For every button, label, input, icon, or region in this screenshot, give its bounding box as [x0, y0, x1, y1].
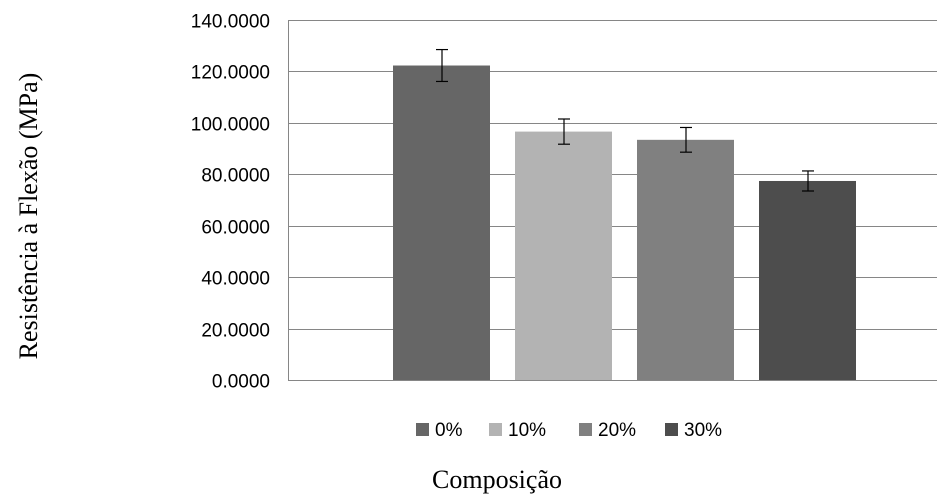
y-tick-label: 40.0000	[201, 269, 270, 290]
error-bar	[436, 48, 448, 83]
bar-30pct	[759, 180, 856, 380]
y-tick-label: 100.0000	[191, 115, 270, 136]
y-tick-label: 80.0000	[201, 166, 270, 187]
legend-swatch	[579, 423, 592, 436]
bar-0pct	[393, 65, 490, 380]
legend-item: 0%	[416, 420, 463, 441]
y-tick-label: 0.0000	[212, 372, 270, 393]
legend-swatch	[665, 423, 678, 436]
bar-10pct	[515, 131, 612, 380]
error-bar	[680, 126, 692, 153]
y-tick-label: 60.0000	[201, 218, 270, 239]
legend-swatch	[489, 423, 502, 436]
bars	[393, 65, 856, 380]
y-axis-tick-labels: 0.0000 20.0000 40.0000 60.0000 80.0000 100.00…	[191, 12, 270, 393]
legend-label: 30%	[684, 420, 722, 441]
legend-item: 10%	[489, 420, 546, 441]
error-bar	[558, 118, 570, 145]
legend-label: 10%	[508, 420, 546, 441]
y-tick-label: 140.0000	[191, 12, 270, 33]
legend-label: 0%	[435, 420, 463, 441]
x-axis-title: Composição	[432, 465, 562, 494]
bar-20pct	[637, 139, 734, 380]
legend-item: 30%	[665, 420, 722, 441]
error-bars	[436, 48, 814, 192]
error-bar	[802, 170, 814, 192]
legend-swatch	[416, 423, 429, 436]
y-tick-label: 120.0000	[191, 63, 270, 84]
y-tick-label: 20.0000	[201, 321, 270, 342]
legend: 0% 10% 20% 30%	[416, 420, 722, 441]
legend-label: 20%	[598, 420, 636, 441]
y-axis-title: Resistência à Flexão (MPa)	[14, 73, 43, 360]
legend-item: 20%	[579, 420, 636, 441]
